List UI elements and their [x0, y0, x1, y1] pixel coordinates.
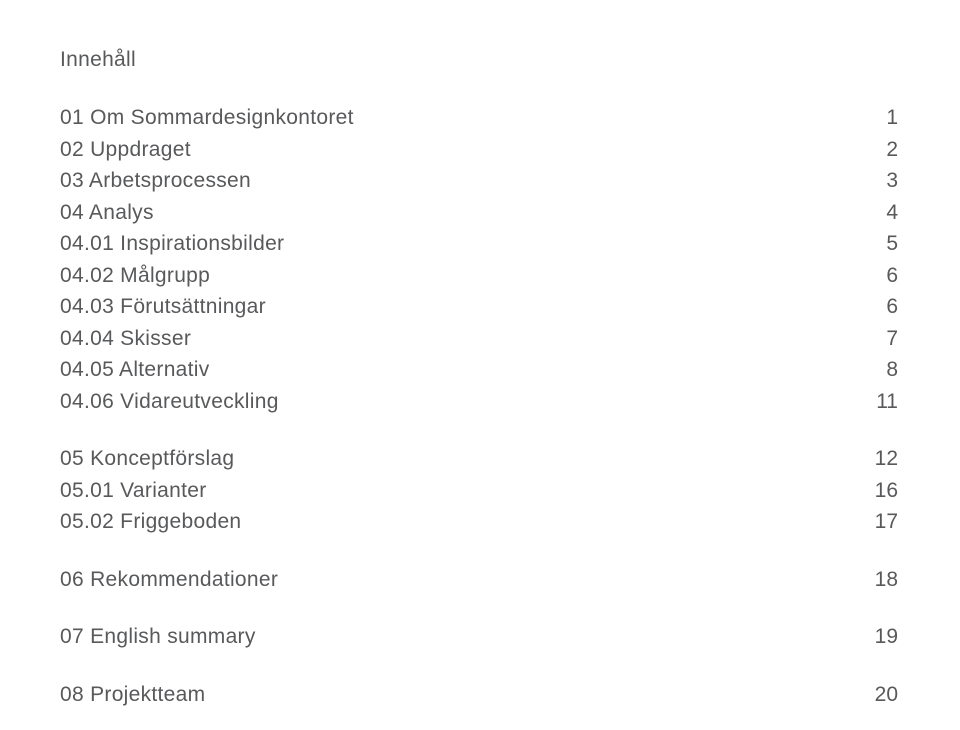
toc-row: 05 Konceptförslag 12	[60, 443, 898, 475]
toc-page-number: 20	[868, 679, 898, 711]
toc-label: 02 Uppdraget	[60, 134, 191, 166]
toc-row: 04 Analys 4	[60, 197, 898, 229]
toc-row: 04.02 Målgrupp 6	[60, 260, 898, 292]
toc-label: 06 Rekommendationer	[60, 564, 278, 596]
toc-page-number: 16	[868, 475, 898, 507]
page: Innehåll 01 Om Sommardesignkontoret102 U…	[0, 0, 960, 676]
toc-page-number: 19	[868, 621, 898, 653]
toc-label: 04.02 Målgrupp	[60, 260, 210, 292]
toc-group: 06 Rekommendationer 18	[60, 564, 900, 596]
toc-page-number: 7	[868, 323, 898, 355]
toc-group: 08 Projektteam 20	[60, 679, 900, 711]
toc-label: 04.04 Skisser	[60, 323, 191, 355]
toc-label: 05.02 Friggeboden	[60, 506, 241, 538]
toc-row: 04.01 Inspirationsbilder 5	[60, 228, 898, 260]
toc-label: 04 Analys	[60, 197, 154, 229]
toc-page-number: 8	[868, 354, 898, 386]
toc-row: 02 Uppdraget 2	[60, 134, 898, 166]
toc-label: 04.06 Vidareutveckling	[60, 386, 279, 418]
toc-page-number: 3	[868, 165, 898, 197]
toc-row: 07 English summary 19	[60, 621, 898, 653]
toc-row: 04.03 Förutsättningar 6	[60, 291, 898, 323]
toc-page-number: 17	[868, 506, 898, 538]
toc-page-number: 4	[868, 197, 898, 229]
toc-page-number: 18	[868, 564, 898, 596]
toc-label: 07 English summary	[60, 621, 256, 653]
toc-row: 08 Projektteam 20	[60, 679, 898, 711]
toc-group: 05 Konceptförslag1205.01 Varianter1605.0…	[60, 443, 900, 538]
toc-label: 05 Konceptförslag	[60, 443, 234, 475]
toc-label: 05.01 Varianter	[60, 475, 207, 507]
toc-page-number: 12	[868, 443, 898, 475]
toc-row: 06 Rekommendationer 18	[60, 564, 898, 596]
toc-page-number: 1	[868, 102, 898, 134]
toc-title: Innehåll	[60, 48, 900, 72]
toc-label: 04.05 Alternativ	[60, 354, 210, 386]
toc-page-number: 2	[868, 134, 898, 166]
toc-row: 04.05 Alternativ 8	[60, 354, 898, 386]
toc-label: 03 Arbetsprocessen	[60, 165, 251, 197]
toc-row: 04.06 Vidareutveckling 11	[60, 386, 898, 418]
toc-label: 08 Projektteam	[60, 679, 205, 711]
toc-page-number: 5	[868, 228, 898, 260]
toc-page-number: 11	[868, 386, 898, 418]
toc-row: 05.02 Friggeboden 17	[60, 506, 898, 538]
toc-group: 01 Om Sommardesignkontoret 1 02 Uppdraget 2…	[60, 102, 900, 417]
toc-row: 03 Arbetsprocessen 3	[60, 165, 898, 197]
toc-list: 01 Om Sommardesignkontoret 1 02 Uppdraget 2…	[60, 102, 900, 730]
toc-label: 01 Om Sommardesignkontoret	[60, 102, 354, 134]
toc-row: 01 Om Sommardesignkontoret 1	[60, 102, 898, 134]
toc-page-number: 6	[868, 260, 898, 292]
toc-row: 05.01 Varianter 16	[60, 475, 898, 507]
toc-label: 04.01 Inspirationsbilder	[60, 228, 284, 260]
toc-page-number: 6	[868, 291, 898, 323]
toc-label: 04.03 Förutsättningar	[60, 291, 266, 323]
toc-row: 04.04 Skisser 7	[60, 323, 898, 355]
toc-group: 07 English summary 19	[60, 621, 900, 653]
